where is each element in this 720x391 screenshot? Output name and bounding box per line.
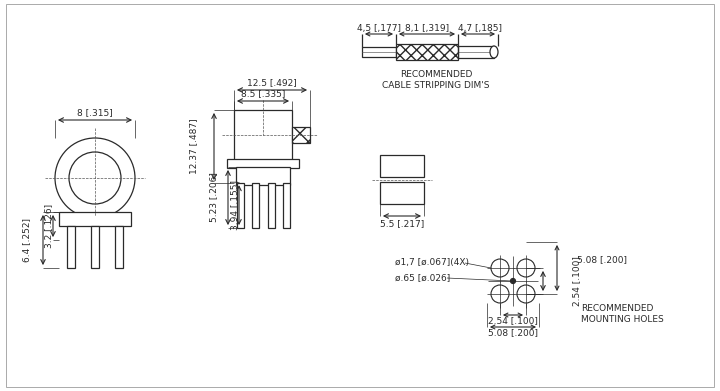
Text: 2.54 [.100]: 2.54 [.100]	[572, 256, 582, 306]
Bar	[396, 44, 458, 60]
Text: RECOMMENDED
CABLE STRIPPING DIM'S: RECOMMENDED CABLE STRIPPING DIM'S	[382, 70, 490, 90]
Bar	[362, 47, 396, 57]
Text: 3.2 [.126]: 3.2 [.126]	[45, 204, 53, 248]
Text: 4,7 [,185]: 4,7 [,185]	[458, 23, 502, 32]
Text: 8,1 [,319]: 8,1 [,319]	[405, 23, 449, 32]
Bar	[234, 110, 292, 160]
Bar	[236, 167, 290, 185]
Text: 12.37 [.487]: 12.37 [.487]	[189, 119, 199, 174]
Bar	[115, 226, 123, 268]
Text: 5.23 [.206]: 5.23 [.206]	[210, 172, 218, 222]
Bar	[282, 183, 289, 228]
Text: ø.65 [ø.026]: ø.65 [ø.026]	[395, 273, 450, 283]
Text: 5.08 [.200]: 5.08 [.200]	[488, 328, 538, 337]
Text: 2.54 [.100]: 2.54 [.100]	[488, 316, 538, 325]
Text: 4,5 [,177]: 4,5 [,177]	[357, 23, 401, 32]
Text: 6.4 [.252]: 6.4 [.252]	[22, 218, 32, 262]
Bar	[67, 226, 75, 268]
Bar	[227, 159, 299, 168]
Text: 3.94 [.155]: 3.94 [.155]	[230, 180, 240, 230]
Bar	[59, 212, 131, 226]
Ellipse shape	[490, 46, 498, 58]
Bar	[268, 183, 274, 228]
Text: 5.08 [.200]: 5.08 [.200]	[577, 255, 627, 264]
Bar	[236, 183, 243, 228]
Text: 8 [.315]: 8 [.315]	[77, 108, 113, 118]
Circle shape	[510, 278, 516, 283]
Bar	[292, 127, 310, 143]
Bar	[251, 183, 258, 228]
Text: RECOMMENDED
MOUNTING HOLES: RECOMMENDED MOUNTING HOLES	[581, 304, 664, 324]
Bar	[380, 155, 424, 177]
Text: 12.5 [.492]: 12.5 [.492]	[247, 79, 297, 88]
Bar	[91, 226, 99, 268]
Bar	[458, 46, 494, 58]
Text: 8.5 [.335]: 8.5 [.335]	[240, 90, 285, 99]
Text: 5.5 [.217]: 5.5 [.217]	[380, 219, 424, 228]
Text: ø1,7 [ø.067](4X): ø1,7 [ø.067](4X)	[395, 258, 469, 267]
Bar	[380, 182, 424, 204]
